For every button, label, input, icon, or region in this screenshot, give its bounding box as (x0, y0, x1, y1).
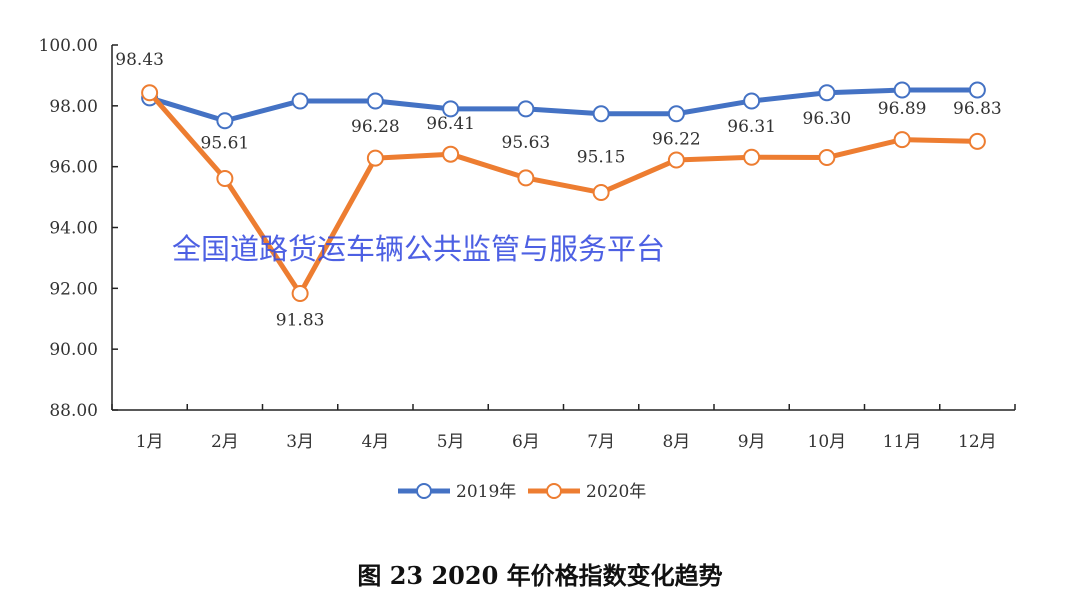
x-tick-label: 10月 (808, 432, 847, 452)
data-label: 96.41 (426, 114, 475, 134)
x-tick-label: 8月 (662, 432, 690, 452)
data-point (818, 84, 836, 102)
y-tick-label: 88.00 (49, 401, 98, 421)
data-point (667, 151, 685, 169)
data-point (291, 92, 309, 110)
data-point (818, 149, 836, 167)
data-point (366, 149, 384, 167)
data-point (893, 81, 911, 99)
legend-marker (546, 483, 562, 499)
data-point (667, 105, 685, 123)
data-label: 96.28 (351, 117, 400, 137)
data-point (442, 100, 460, 118)
x-tick-label: 7月 (587, 432, 615, 452)
legend-label: 2019年 (456, 482, 516, 502)
data-point (141, 84, 159, 102)
x-tick-label: 6月 (512, 432, 540, 452)
data-point (592, 184, 610, 202)
data-point (968, 81, 986, 99)
data-point (517, 100, 535, 118)
legend-label: 2020年 (586, 482, 646, 502)
data-point (743, 148, 761, 166)
x-tick-label: 11月 (883, 432, 922, 452)
y-tick-label: 94.00 (49, 219, 98, 239)
x-tick-label: 3月 (286, 432, 314, 452)
y-tick-label: 96.00 (49, 158, 98, 178)
x-tick-label: 9月 (738, 432, 766, 452)
data-label: 96.83 (953, 99, 1002, 119)
series-line-2019年 (148, 87, 978, 124)
data-point (893, 131, 911, 149)
legend-marker (416, 483, 432, 499)
data-point (216, 112, 234, 130)
data-point (592, 105, 610, 123)
x-tick-label: 5月 (437, 432, 465, 452)
data-point (366, 92, 384, 110)
data-label: 96.89 (878, 99, 927, 119)
y-tick-label: 92.00 (49, 279, 98, 299)
y-tick-label: 98.00 (49, 97, 98, 117)
series-line-2020年 (147, 91, 978, 297)
x-tick-label: 12月 (958, 432, 997, 452)
data-point (291, 285, 309, 303)
data-label: 96.31 (727, 117, 776, 137)
data-point (968, 132, 986, 150)
data-point (442, 145, 460, 163)
data-point (743, 92, 761, 110)
chart-title: 图 23 2020 年价格指数变化趋势 (357, 561, 723, 590)
data-label: 96.22 (652, 130, 701, 150)
data-label: 91.83 (276, 311, 325, 331)
data-point (517, 169, 535, 187)
watermark: 全国道路货运车辆公共监管与服务平台 (172, 232, 666, 266)
data-label: 95.15 (577, 148, 626, 168)
data-label: 95.61 (201, 134, 250, 154)
y-tick-label: 100.00 (39, 36, 98, 56)
data-point (216, 170, 234, 188)
x-tick-label: 2月 (211, 432, 239, 452)
data-label: 96.30 (803, 109, 852, 129)
x-tick-label: 4月 (361, 432, 389, 452)
x-tick-label: 1月 (136, 432, 164, 452)
y-tick-label: 90.00 (49, 340, 98, 360)
data-label: 98.43 (115, 50, 164, 70)
data-label: 95.63 (502, 133, 551, 153)
